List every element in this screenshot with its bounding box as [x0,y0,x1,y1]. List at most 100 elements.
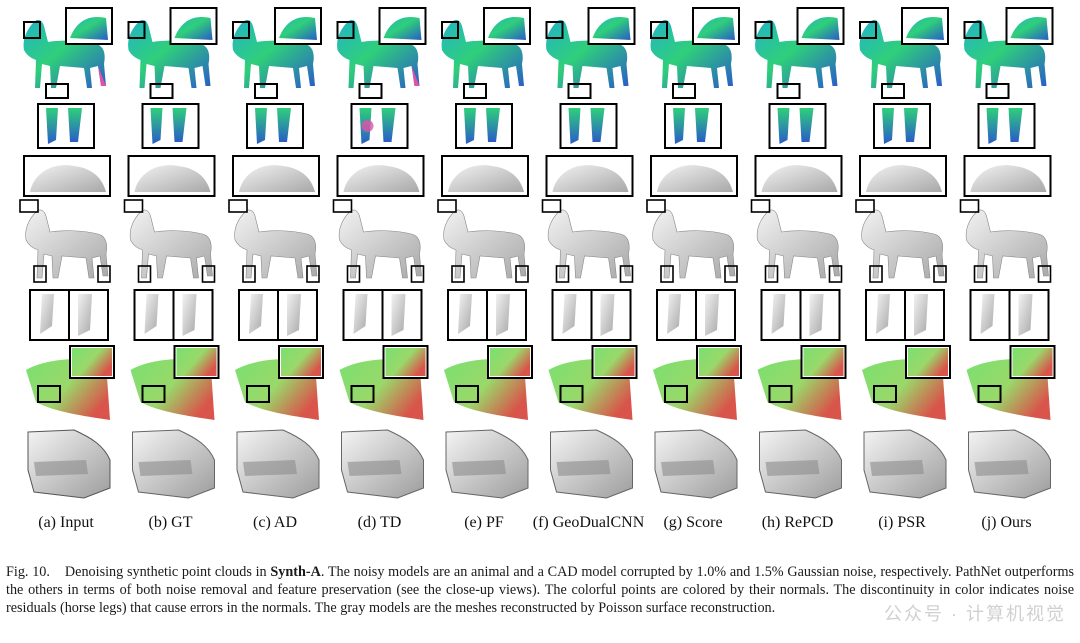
head-closeup-fill [801,16,840,40]
cad-mesh-groove [870,460,924,476]
horse-body [441,19,524,89]
mesh-head [552,165,629,192]
column-label: (e) PF [464,514,504,531]
column-6 [541,7,638,499]
cad-box [246,385,270,403]
normal-horse [963,7,1054,99]
mesh-head-box [228,199,248,213]
cad-closeup-fill [176,348,217,376]
horse-body [337,19,420,89]
mesh-head [970,165,1047,192]
column-2 [123,7,220,499]
leg-left [568,108,581,144]
leg-right [277,108,291,142]
leg-box [149,83,174,99]
mesh-head-box [855,199,875,213]
column-label: (d) TD [357,514,402,531]
normal-horse [441,7,531,99]
mesh-leg-box-2 [619,265,634,283]
mesh-head [866,165,942,192]
mesh-leg-right [705,294,719,336]
mesh-horse-body [756,209,840,279]
cad-closeup-fill [72,348,112,376]
cad-mesh-groove [974,460,1029,476]
mesh-leg-box-2 [306,265,320,283]
mesh-leg-right [78,294,92,336]
leg-right [799,108,814,142]
leg-box [985,83,1010,99]
leg-box [463,83,487,99]
leg-noise [361,120,374,132]
leg-artifact [411,66,420,86]
mesh-horse [123,199,216,283]
mesh-leg-right [182,294,197,336]
horse-body [23,19,106,89]
mesh-horse [750,199,843,283]
caption-rest: . The noisy models are an animal and a C… [6,564,1075,616]
mesh-leg-box-2 [97,265,111,283]
horse-body [128,19,211,89]
mesh-horse [437,199,529,283]
mesh-leg-box-1 [764,265,779,283]
normal-horse [754,7,845,99]
figure-grid [19,7,1056,499]
mesh-head-box [123,199,144,213]
normal-horse [859,7,949,99]
head-closeup-fill [592,16,631,40]
mesh-leg-box-1 [137,265,152,283]
mesh-leg-left [771,294,786,334]
leg-box [254,83,278,99]
mesh-head [761,165,838,192]
mesh-leg-box-2 [933,265,947,283]
mesh-leg-right [600,294,615,336]
figure-caption: Fig. 10. Denoising synthetic point cloud… [6,563,1074,617]
cad-box [37,385,61,403]
normal-horse [23,7,113,99]
mesh-leg-box-1 [869,265,883,283]
mesh-leg-box-2 [828,265,843,283]
column-label: (c) AD [253,514,297,531]
normal-horse [650,7,740,99]
mesh-leg-box-2 [724,265,738,283]
cad-box [873,385,897,403]
mesh-horse-body [234,209,318,279]
mesh-head-box [646,199,666,213]
mesh-leg-box-1 [973,265,988,283]
cad-box [977,385,1002,403]
column-4 [332,7,429,499]
mesh-leg-right [914,294,928,336]
mesh-horse [646,199,738,283]
head-box [23,21,41,39]
cad-box [455,385,479,403]
mesh-leg-left [144,294,159,334]
column-label: (g) Score [663,514,723,531]
leg-left [255,108,267,144]
mesh-horse-body [129,209,213,279]
cad-mesh-groove [347,460,402,476]
leg-box [672,83,696,99]
column-label: (f) GeoDualCNN [532,514,645,531]
column-10 [959,7,1056,499]
normal-horse [232,7,322,99]
mesh-horse-body [652,209,736,279]
mesh-leg-right [1018,294,1033,336]
mesh-horse-body [443,209,527,279]
mesh-leg-box-1 [555,265,570,283]
mesh-head [30,165,106,192]
mesh-horse [332,199,425,283]
head-box [963,21,982,39]
cad-closeup-fill [908,348,948,376]
normal-horse [336,7,427,99]
leg-left [150,108,163,144]
cad-mesh-groove [661,460,715,476]
caption-dataset: Synth-A [270,564,321,580]
head-closeup-fill [488,16,526,40]
leg-box [881,83,905,99]
head-box [441,21,459,39]
column-7 [646,7,742,499]
head-box [336,21,355,39]
leg-right [381,108,396,142]
cad-closeup-fill [385,348,426,376]
mesh-leg-right [809,294,824,336]
leg-left [986,108,999,144]
